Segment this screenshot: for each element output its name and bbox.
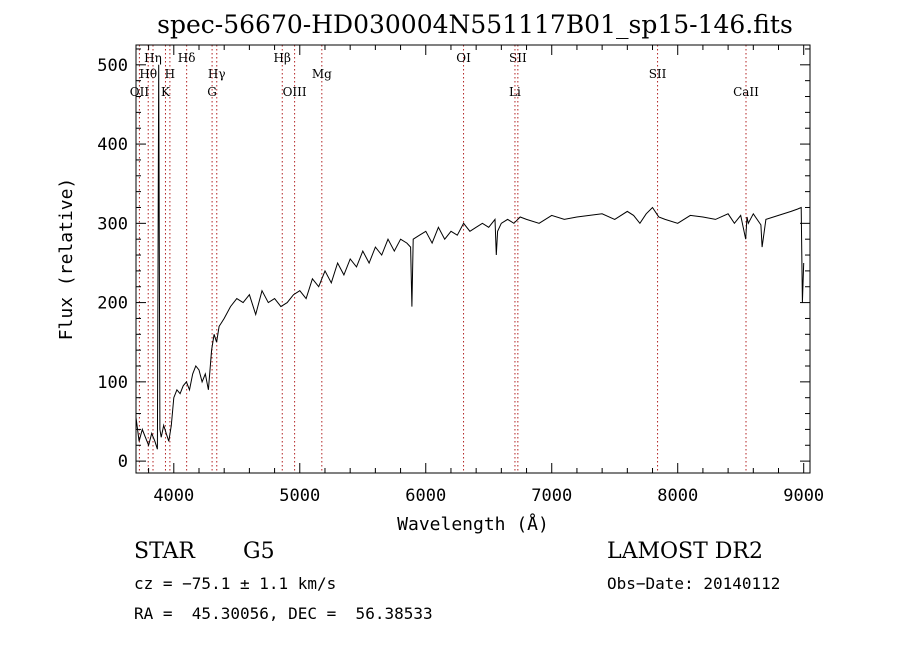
x-tick-label: 5000 bbox=[279, 486, 320, 506]
spectrum-line bbox=[135, 64, 805, 450]
y-axis-label: Flux (relative) bbox=[56, 178, 77, 341]
line-marker-label: Hβ bbox=[274, 51, 291, 65]
y-tick-label: 200 bbox=[97, 294, 128, 314]
object-class: STAR bbox=[134, 539, 195, 564]
line-marker-label: OI bbox=[456, 51, 471, 65]
coordinates-label: RA = 45.30056, DEC = 56.38533 bbox=[134, 604, 433, 623]
line-marker-label: Hη bbox=[144, 51, 162, 65]
y-tick-label: 500 bbox=[97, 56, 128, 76]
line-marker-label: OII bbox=[130, 85, 150, 99]
survey-label: LAMOST DR2 bbox=[607, 539, 763, 564]
plot-frame bbox=[135, 44, 811, 474]
line-marker-label: CaII bbox=[733, 85, 759, 99]
y-tick-label: 100 bbox=[97, 373, 128, 393]
object-subclass: G5 bbox=[243, 539, 275, 564]
x-tick-label: 4000 bbox=[153, 486, 194, 506]
line-marker-label: SII bbox=[649, 67, 667, 81]
x-tick-label: 7000 bbox=[531, 486, 572, 506]
x-axis-label: Wavelength (Å) bbox=[397, 513, 549, 535]
x-tick-label: 9000 bbox=[783, 486, 824, 506]
line-marker-label: Hδ bbox=[178, 51, 196, 65]
y-tick-label: 300 bbox=[97, 214, 128, 234]
line-marker-label: Hγ bbox=[208, 67, 226, 81]
line-marker-label: SII bbox=[509, 51, 527, 65]
obs-date-label: Obs−Date: 20140112 bbox=[607, 574, 781, 593]
line-marker-label: Mg bbox=[312, 67, 332, 81]
line-marker-label: G bbox=[207, 85, 217, 99]
x-tick-label: 6000 bbox=[405, 486, 446, 506]
chart-title: spec-56670-HD030004N551117B01_sp15-146.f… bbox=[157, 10, 793, 39]
line-marker-label: Li bbox=[509, 85, 521, 99]
line-marker-label: OIII bbox=[283, 85, 307, 99]
line-marker-label: Hθ bbox=[139, 67, 157, 81]
redshift-label: cz = −75.1 ± 1.1 km/s bbox=[134, 574, 337, 593]
line-marker-label: K bbox=[161, 85, 171, 99]
y-tick-label: 400 bbox=[97, 135, 128, 155]
y-tick-label: 0 bbox=[118, 452, 128, 472]
line-marker-label: H bbox=[165, 67, 175, 81]
x-tick-label: 8000 bbox=[657, 486, 698, 506]
